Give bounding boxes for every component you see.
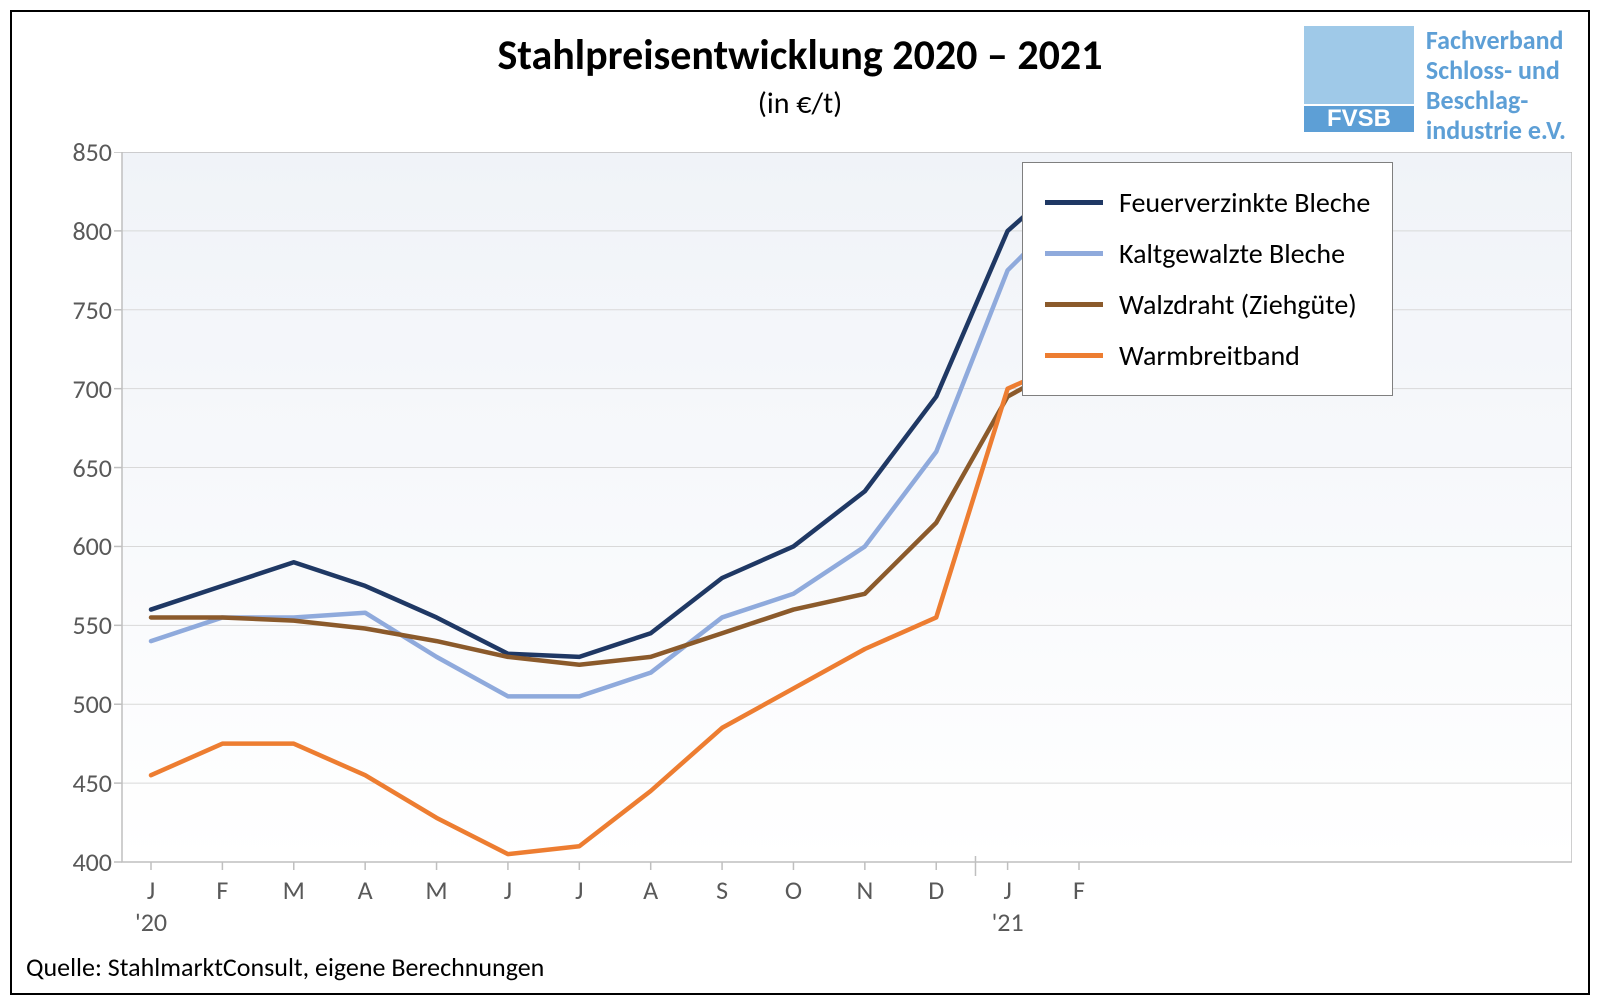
legend-item: Feuerverzinkte Bleche xyxy=(1045,177,1370,228)
y-tick-label: 800 xyxy=(62,215,112,247)
x-tick-label: A xyxy=(643,874,658,906)
logo-text: Fachverband Schloss- und Beschlag- indus… xyxy=(1426,26,1566,146)
x-tick-label: J xyxy=(504,874,512,906)
legend-item: Walzdraht (Ziehgüte) xyxy=(1045,279,1370,330)
x-tick-label: F xyxy=(216,874,228,906)
legend-swatch xyxy=(1045,353,1103,358)
x-tick-label: A xyxy=(358,874,373,906)
legend: Feuerverzinkte Bleche Kaltgewalzte Bleche… xyxy=(1022,162,1393,396)
logo-line: Fachverband xyxy=(1426,26,1566,56)
x-tick-label: S xyxy=(716,874,728,906)
chart-frame: Stahlpreisentwicklung 2020 – 2021 (in €/… xyxy=(10,10,1590,995)
legend-swatch xyxy=(1045,251,1103,256)
y-tick-label: 500 xyxy=(62,688,112,720)
x-tick-label: J xyxy=(575,874,583,906)
x-tick-label: J xyxy=(147,874,155,906)
plot-area: 400450500550600650700750800850 JFMAMJJAS… xyxy=(62,152,1572,922)
y-tick-label: 600 xyxy=(62,530,112,562)
legend-item: Kaltgewalzte Bleche xyxy=(1045,228,1370,279)
y-tick-label: 550 xyxy=(62,609,112,641)
fvsb-logo-icon: FVSB xyxy=(1304,26,1414,136)
logo-abbr: FVSB xyxy=(1327,105,1391,132)
y-tick-label: 650 xyxy=(62,452,112,484)
logo-line: industrie e.V. xyxy=(1426,116,1566,146)
legend-label: Walzdraht (Ziehgüte) xyxy=(1119,287,1357,322)
legend-swatch xyxy=(1045,302,1103,307)
y-tick-label: 700 xyxy=(62,373,112,405)
x-tick-label: D xyxy=(928,874,944,906)
x-tick-label: M xyxy=(283,874,305,906)
y-tick-label: 750 xyxy=(62,294,112,326)
x-tick-label: O xyxy=(785,874,802,906)
y-tick-label: 400 xyxy=(62,846,112,878)
legend-label: Warmbreitband xyxy=(1119,338,1300,373)
fvsb-logo: FVSB Fachverband Schloss- und Beschlag- … xyxy=(1304,26,1566,146)
x-tick-label: M xyxy=(425,874,447,906)
source-note: Quelle: StahlmarktConsult, eigene Berech… xyxy=(26,951,544,983)
legend-item: Warmbreitband xyxy=(1045,330,1370,381)
legend-label: Kaltgewalzte Bleche xyxy=(1119,236,1345,271)
legend-label: Feuerverzinkte Bleche xyxy=(1119,185,1370,220)
x-year-label: '21 xyxy=(992,906,1024,938)
x-tick-label: J xyxy=(1003,874,1011,906)
x-tick-label: F xyxy=(1073,874,1085,906)
logo-line: Schloss- und xyxy=(1426,56,1566,86)
y-tick-label: 850 xyxy=(62,136,112,168)
x-tick-label: N xyxy=(856,874,873,906)
y-tick-label: 450 xyxy=(62,767,112,799)
logo-line: Beschlag- xyxy=(1426,86,1566,116)
x-year-label: '20 xyxy=(135,906,167,938)
legend-swatch xyxy=(1045,200,1103,205)
